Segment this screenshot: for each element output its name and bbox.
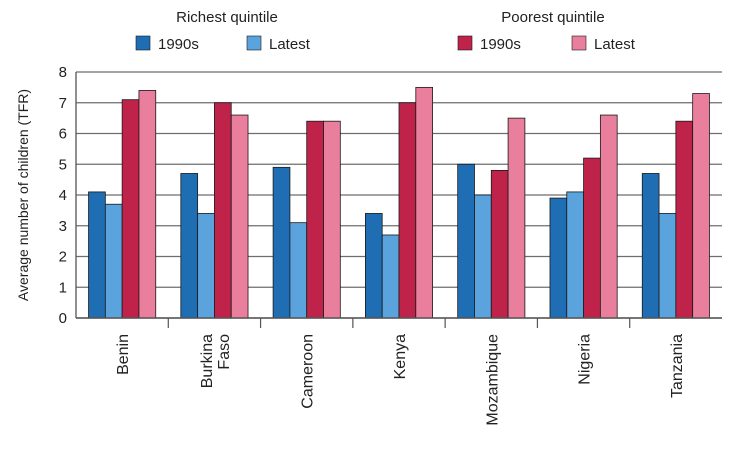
bar-richest-latest	[197, 213, 215, 319]
bar-poorest-1990s	[214, 102, 232, 319]
bar-richest-latest	[381, 234, 400, 319]
bar-poorest-latest	[507, 117, 526, 319]
y-tick-label: 4	[59, 187, 67, 204]
x-tick-label-group: Burkina Faso	[199, 334, 233, 388]
x-tick-label-group: Mozambique	[484, 334, 501, 426]
legend-group-title: Richest quintile	[176, 9, 278, 26]
y-tick-label: 8	[59, 64, 67, 81]
bar-richest-latest	[474, 194, 492, 319]
bar-richest-1990s	[641, 173, 660, 319]
y-tick-label: 1	[59, 279, 67, 296]
bar-poorest-latest	[138, 90, 157, 319]
x-tick-label-group: Benin	[115, 334, 132, 375]
x-tick-label: Nigeria	[577, 334, 594, 385]
y-tick-label: 0	[59, 310, 67, 327]
bar-richest-1990s	[272, 166, 291, 319]
bar-richest-1990s	[549, 197, 568, 319]
y-tick-label: 5	[59, 156, 67, 173]
x-tick-label-group: Nigeria	[577, 334, 594, 385]
legend-label: Latest	[594, 36, 636, 53]
y-tick-label: 7	[59, 95, 67, 112]
bar-richest-1990s	[88, 191, 106, 319]
bar-richest-latest	[104, 203, 123, 319]
x-tick-label: Faso	[216, 334, 233, 370]
x-tick-label: Mozambique	[484, 334, 501, 426]
bar-poorest-latest	[692, 93, 710, 319]
x-tick-label: Benin	[115, 334, 132, 375]
x-tick-label-group: Tanzania	[669, 334, 686, 398]
legend-label: 1990s	[158, 36, 199, 53]
y-tick-label: 2	[59, 249, 67, 266]
bar-poorest-latest	[599, 114, 618, 319]
bar-richest-1990s	[457, 163, 475, 319]
x-tick-label: Kenya	[392, 334, 409, 379]
x-tick-label: Tanzania	[669, 334, 686, 398]
axes: 0 1 2 3 4 5 6 7 8 Benin Burkina Faso Cameroon Kenya Mo…	[59, 64, 722, 426]
legend-swatch	[135, 35, 151, 51]
bar-richest-1990s	[180, 173, 199, 319]
y-axis-label: Average number of children (TFR)	[15, 89, 31, 301]
legend-label: Latest	[269, 36, 311, 53]
legend-swatch	[571, 35, 587, 51]
bar-richest-1990s	[364, 213, 383, 319]
bar-richest-latest	[289, 222, 308, 319]
bars	[88, 86, 710, 319]
bar-poorest-1990s	[490, 169, 509, 319]
bar-poorest-latest	[230, 114, 249, 319]
bar-poorest-1990s	[675, 120, 694, 319]
x-tick-label-group: Cameroon	[300, 334, 317, 409]
bar-richest-latest	[658, 213, 677, 319]
legend-group-title: Poorest quintile	[501, 9, 604, 26]
bar-poorest-latest	[323, 120, 341, 319]
bar-poorest-latest	[415, 86, 433, 319]
legend: Richest quintile 1990s Latest Poorest quint…	[135, 9, 636, 53]
bar-poorest-1990s	[121, 99, 140, 319]
x-tick-label-group: Kenya	[392, 334, 409, 379]
bar-poorest-1990s	[398, 102, 417, 319]
y-tick-label: 6	[59, 126, 67, 143]
x-tick-label: Cameroon	[300, 334, 317, 409]
x-tick-label: Burkina	[199, 334, 216, 388]
bar-poorest-1990s	[583, 157, 601, 319]
legend-label: 1990s	[480, 36, 521, 53]
bar-richest-latest	[566, 191, 584, 319]
legend-swatch	[457, 35, 473, 51]
legend-swatch	[246, 35, 262, 51]
y-tick-label: 3	[59, 218, 67, 235]
bar-poorest-1990s	[306, 120, 324, 319]
